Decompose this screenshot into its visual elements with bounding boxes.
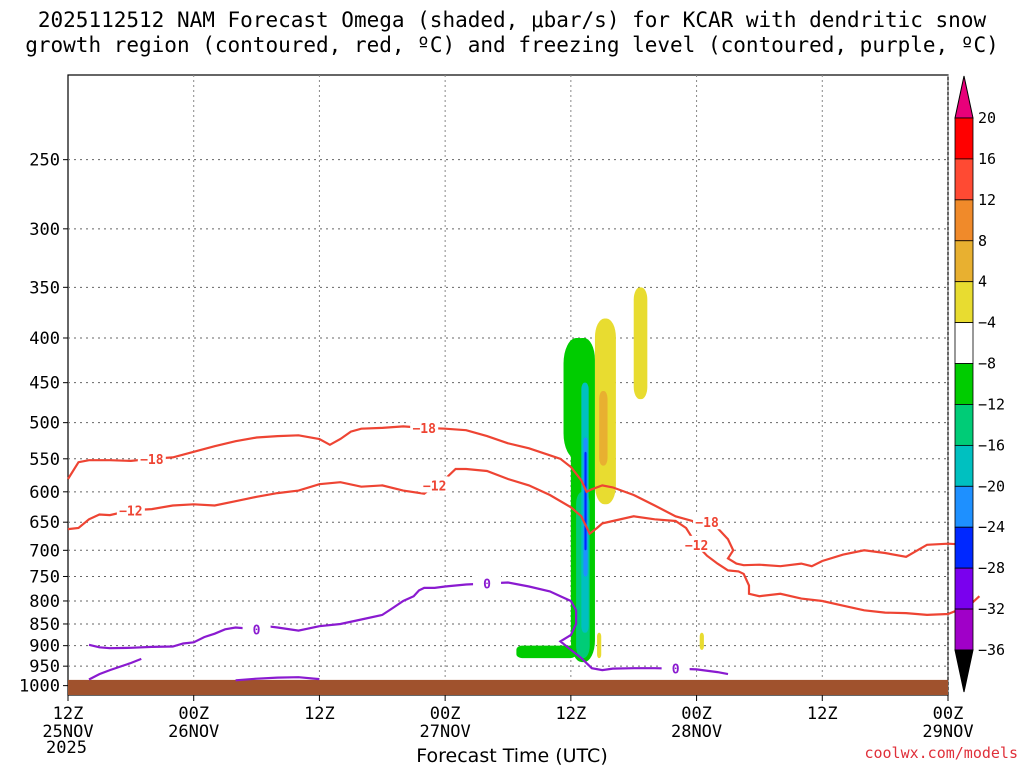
- contour-label: −12: [423, 479, 446, 494]
- colorbar-label: −12: [978, 395, 1005, 413]
- colorbar-swatch: [954, 158, 974, 201]
- y-tick-label: 750: [29, 567, 60, 587]
- contour-line: [88, 657, 142, 681]
- colorbar-swatch: [954, 240, 974, 283]
- x-tick-label-time: 12Z: [304, 704, 335, 724]
- plot-frame: [67, 74, 949, 696]
- y-tick-label: 300: [29, 220, 60, 240]
- terrain-fill: [68, 679, 948, 695]
- x-tick-label-date: 25NOV: [42, 722, 93, 742]
- omega-region: [584, 451, 587, 551]
- omega-region: [699, 632, 704, 650]
- colorbar-swatch: [954, 608, 974, 651]
- x-tick-label-date: 29NOV: [922, 722, 973, 742]
- colorbar-label: −4: [978, 314, 996, 332]
- contour-label: −12: [119, 504, 142, 519]
- x-tick-label-time: 12Z: [53, 704, 84, 724]
- y-tick-label: 450: [29, 374, 60, 394]
- contour-label: −12: [685, 539, 708, 554]
- colorbar-swatch: [954, 485, 974, 528]
- contour-label: 0: [253, 623, 261, 638]
- year-label: 2025: [46, 738, 87, 758]
- contour-label-bg: [420, 476, 449, 493]
- y-tick-label: 650: [29, 513, 60, 533]
- x-axis-title: Forecast Time (UTC): [416, 745, 608, 767]
- y-tick-label: 800: [29, 592, 60, 612]
- colorbar-label: 20: [978, 109, 996, 127]
- chart-title-line-1: 2025112512 NAM Forecast Omega (shaded, μ…: [37, 8, 987, 32]
- contour-label-bg: [137, 449, 166, 466]
- contour-label-bg: [473, 574, 502, 591]
- omega-region: [599, 391, 608, 466]
- contour-label-bg: [661, 659, 690, 676]
- y-tick-label: 950: [29, 657, 60, 677]
- contour-line: [67, 467, 981, 617]
- contour-line: [235, 676, 320, 682]
- y-tick-label: 250: [29, 151, 60, 171]
- colorbar-bottom-arrow: [954, 649, 974, 693]
- y-tick-label: 700: [29, 541, 60, 561]
- contour-label-bg: [693, 513, 722, 530]
- credit-link[interactable]: coolwx.com/models: [864, 744, 1018, 762]
- colorbar-swatch: [954, 526, 974, 569]
- y-tick-label: 600: [29, 483, 60, 503]
- colorbar-label: −24: [978, 518, 1005, 536]
- colorbar-label: 16: [978, 150, 996, 168]
- y-tick-label: 900: [29, 637, 60, 657]
- colorbar-swatch: [954, 567, 974, 610]
- contour-label: −18: [695, 516, 719, 531]
- x-tick-label-time: 12Z: [555, 704, 586, 724]
- x-tick-label-date: 27NOV: [420, 722, 471, 742]
- contour-line: [88, 581, 729, 676]
- chart-title-line-2: growth region (contoured, red, ºC) and f…: [25, 33, 999, 57]
- colorbar-swatch: [954, 281, 974, 324]
- colorbar-swatch: [954, 444, 974, 487]
- y-tick-label: 550: [29, 450, 60, 470]
- colorbar-label: −28: [978, 559, 1005, 577]
- colorbar-swatch: [954, 322, 974, 364]
- x-tick-label-time: 00Z: [178, 704, 209, 724]
- contour-label: 0: [672, 663, 680, 678]
- x-tick-label-time: 00Z: [430, 704, 461, 724]
- contour-label: −18: [412, 422, 436, 437]
- omega-region: [516, 645, 577, 659]
- omega-region: [597, 632, 602, 659]
- colorbar-label: 8: [978, 232, 987, 250]
- contour-label-bg: [682, 535, 711, 552]
- colorbar-swatch: [954, 404, 974, 446]
- contour-label-bg: [410, 418, 439, 435]
- omega-region: [633, 287, 648, 400]
- x-tick-label-time: 00Z: [681, 704, 712, 724]
- y-tick-label: 350: [29, 278, 60, 298]
- contour-label-bg: [116, 501, 145, 518]
- colorbar-label: −36: [978, 641, 1005, 659]
- colorbar-label: −20: [978, 477, 1005, 495]
- contour-line: [67, 425, 970, 568]
- colorbar-label: −16: [978, 436, 1005, 454]
- colorbar-label: 4: [978, 273, 987, 291]
- colorbar-label: −8: [978, 355, 996, 373]
- colorbar-swatch: [954, 199, 974, 242]
- contour-label: 0: [483, 577, 491, 592]
- x-tick-label-date: 26NOV: [168, 722, 219, 742]
- colorbar-top-arrow: [954, 75, 974, 119]
- x-tick-label-time: 12Z: [807, 704, 838, 724]
- colorbar-swatch: [954, 117, 974, 160]
- colorbar-label: −32: [978, 600, 1005, 618]
- y-tick-label: 850: [29, 615, 60, 635]
- y-tick-label: 400: [29, 329, 60, 349]
- contour-label: −18: [140, 453, 164, 468]
- x-tick-label-date: 28NOV: [671, 722, 722, 742]
- x-tick-label-time: 00Z: [933, 704, 964, 724]
- y-tick-label: 500: [29, 414, 60, 434]
- y-tick-label: 1000: [19, 677, 60, 697]
- colorbar-swatch: [954, 363, 974, 405]
- colorbar-label: 12: [978, 191, 996, 209]
- contour-label-bg: [242, 620, 271, 637]
